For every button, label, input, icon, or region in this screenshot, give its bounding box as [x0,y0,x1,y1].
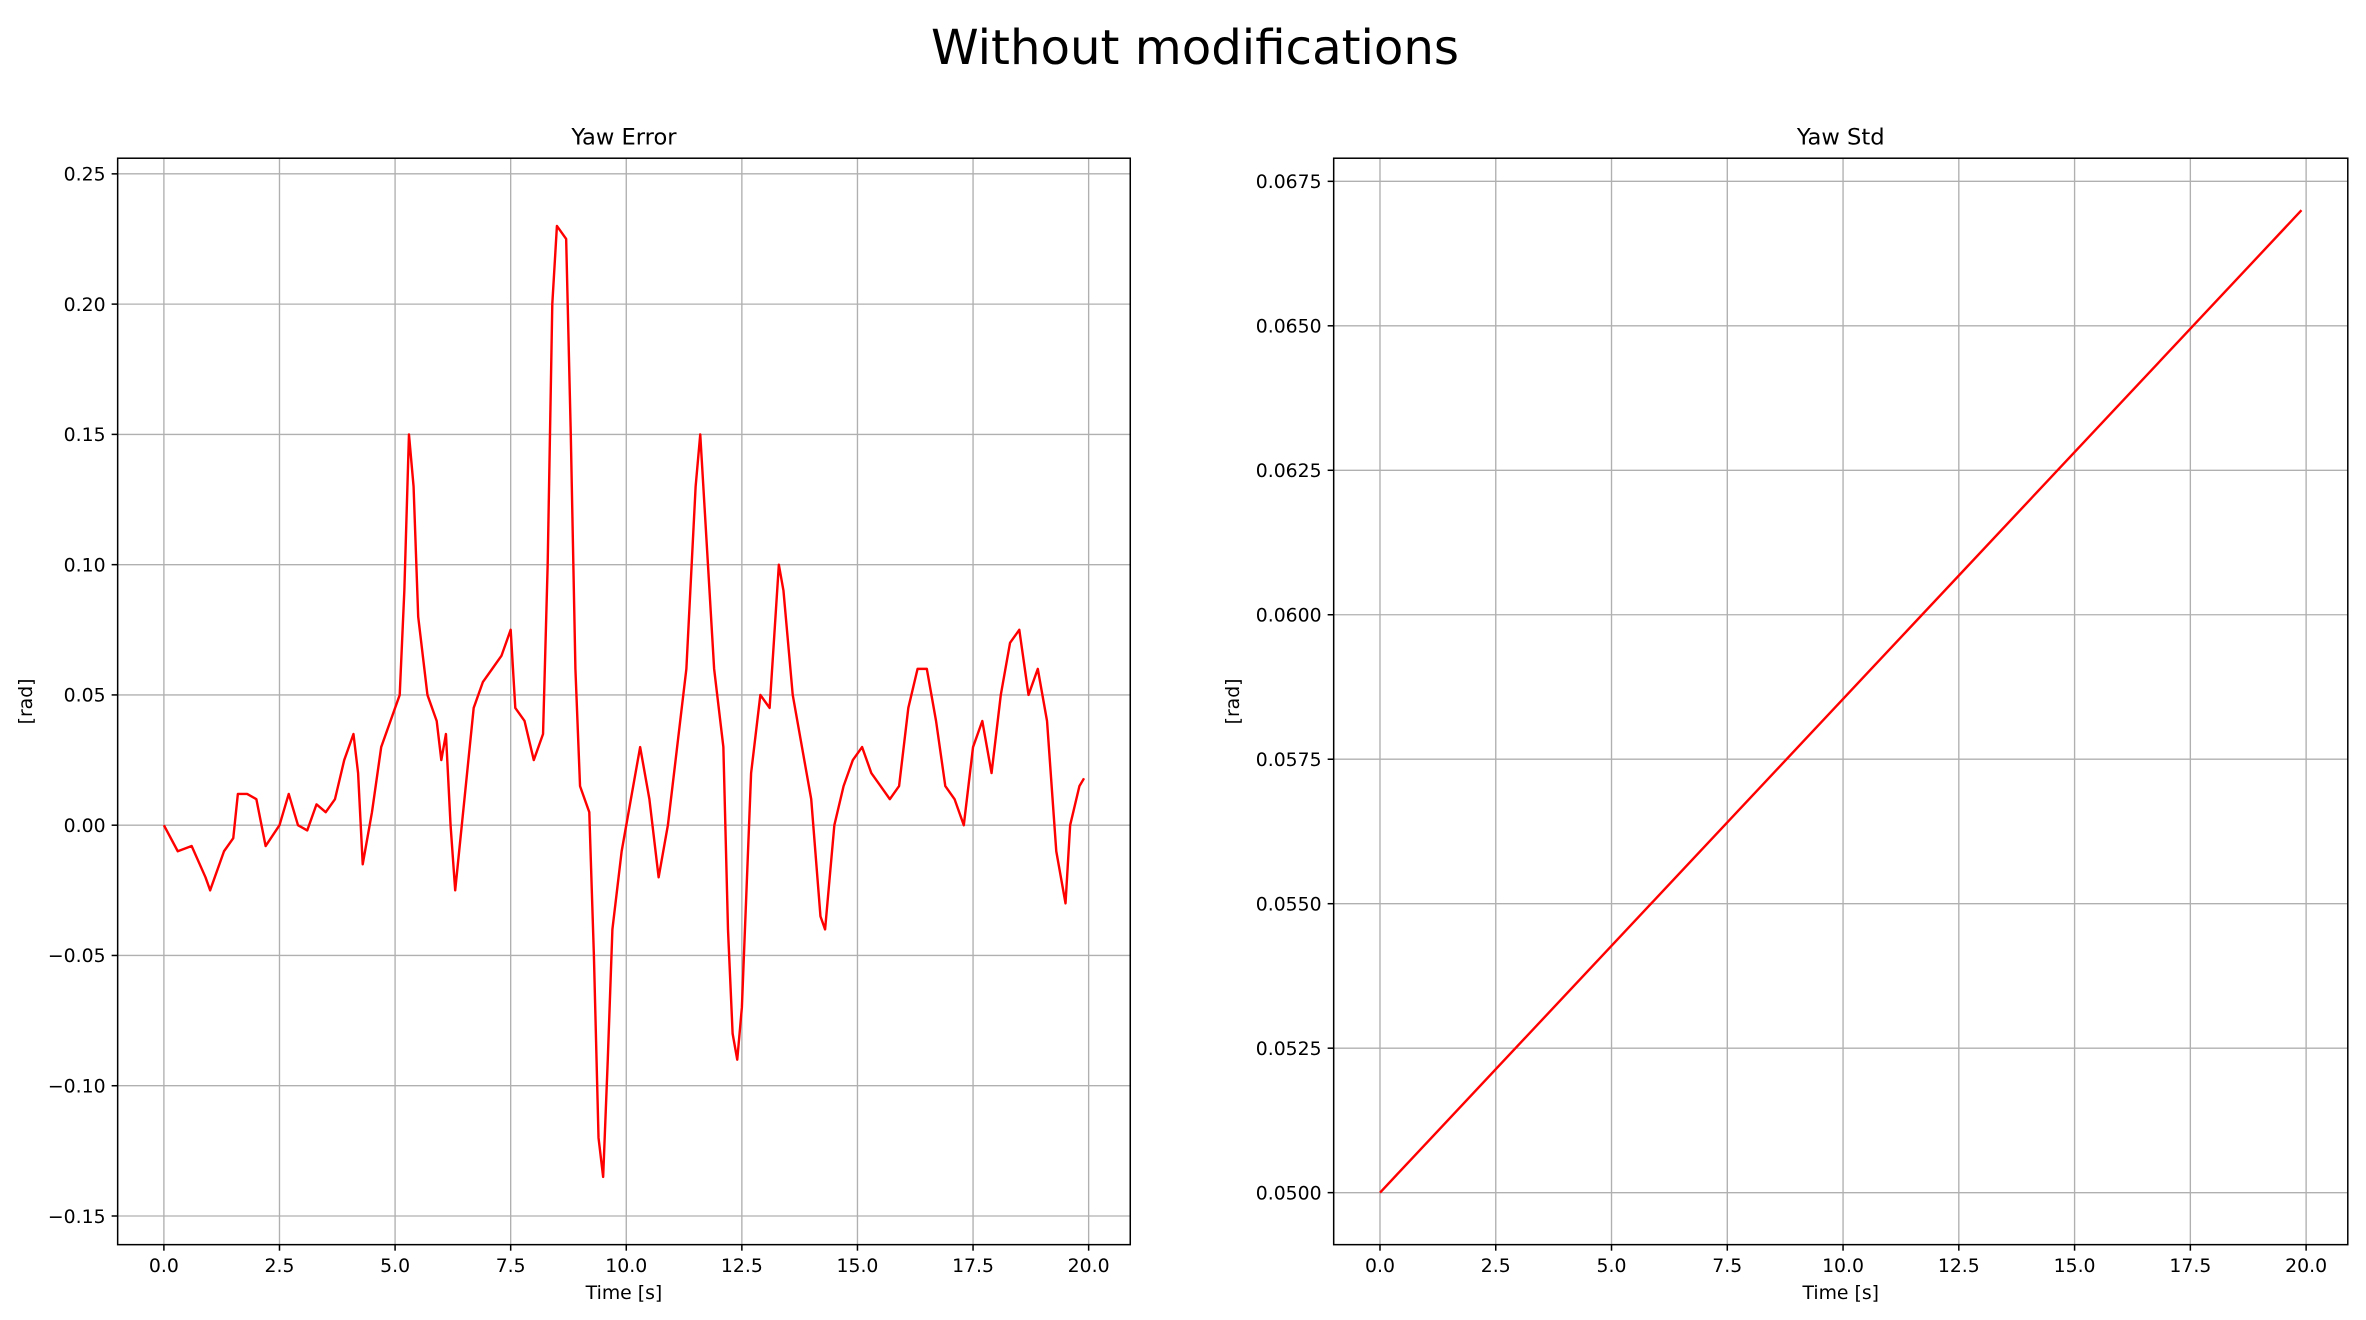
y-axis-label: [rad] [16,678,37,724]
x-axis-label: Time [s] [1801,1283,1879,1304]
x-tick-label: 10.0 [1822,1256,1864,1277]
x-tick-label: 20.0 [1068,1256,1110,1277]
y-tick-label: 0.00 [64,816,106,837]
y-tick-label: −0.05 [48,946,106,967]
x-tick-label: 12.5 [721,1256,763,1277]
x-tick-label: 17.5 [2169,1256,2211,1277]
x-tick-label: 10.0 [605,1256,647,1277]
y-tick-label: −0.15 [48,1207,106,1228]
y-tick-label: −0.10 [48,1077,106,1098]
y-tick-label: 0.15 [64,425,106,446]
y-tick-label: 0.25 [64,165,106,186]
x-tick-label: 5.0 [380,1256,410,1277]
chart-title: Yaw Error [570,125,677,151]
x-tick-label: 17.5 [952,1256,994,1277]
x-tick-label: 15.0 [836,1256,878,1277]
y-axis-label: [rad] [1223,678,1244,724]
x-tick-label: 2.5 [1481,1256,1511,1277]
y-tick-label: 0.0675 [1256,172,1322,193]
x-tick-label: 0.0 [1365,1256,1395,1277]
axes-frame [116,157,1132,1246]
y-tick-label: 0.0525 [1256,1039,1322,1060]
y-tick-label: 0.20 [64,295,106,316]
x-tick-label: 2.5 [265,1256,295,1277]
x-tick-label: 7.5 [1712,1256,1742,1277]
x-tick-label: 7.5 [496,1256,526,1277]
y-tick-label: 0.0500 [1256,1183,1322,1204]
x-tick-label: 20.0 [2285,1256,2327,1277]
y-tick-label: 0.0575 [1256,750,1322,771]
x-tick-label: 0.0 [149,1256,179,1277]
y-tick-label: 0.0625 [1256,461,1322,482]
y-tick-label: 0.10 [64,555,106,576]
chart-title: Yaw Std [1796,125,1885,151]
data-line [162,224,1086,1179]
axes-frame [1332,157,2349,1246]
y-tick-label: 0.05 [64,686,106,707]
x-tick-label: 5.0 [1597,1256,1627,1277]
x-tick-label: 12.5 [1938,1256,1980,1277]
data-line [1379,209,2303,1194]
x-axis-label: Time [s] [585,1283,663,1304]
y-tick-label: 0.0600 [1256,606,1322,627]
figure-title: Without modifications [931,20,1459,76]
y-tick-label: 0.0650 [1256,317,1322,338]
x-tick-label: 15.0 [2054,1256,2096,1277]
y-tick-label: 0.0550 [1256,894,1322,915]
